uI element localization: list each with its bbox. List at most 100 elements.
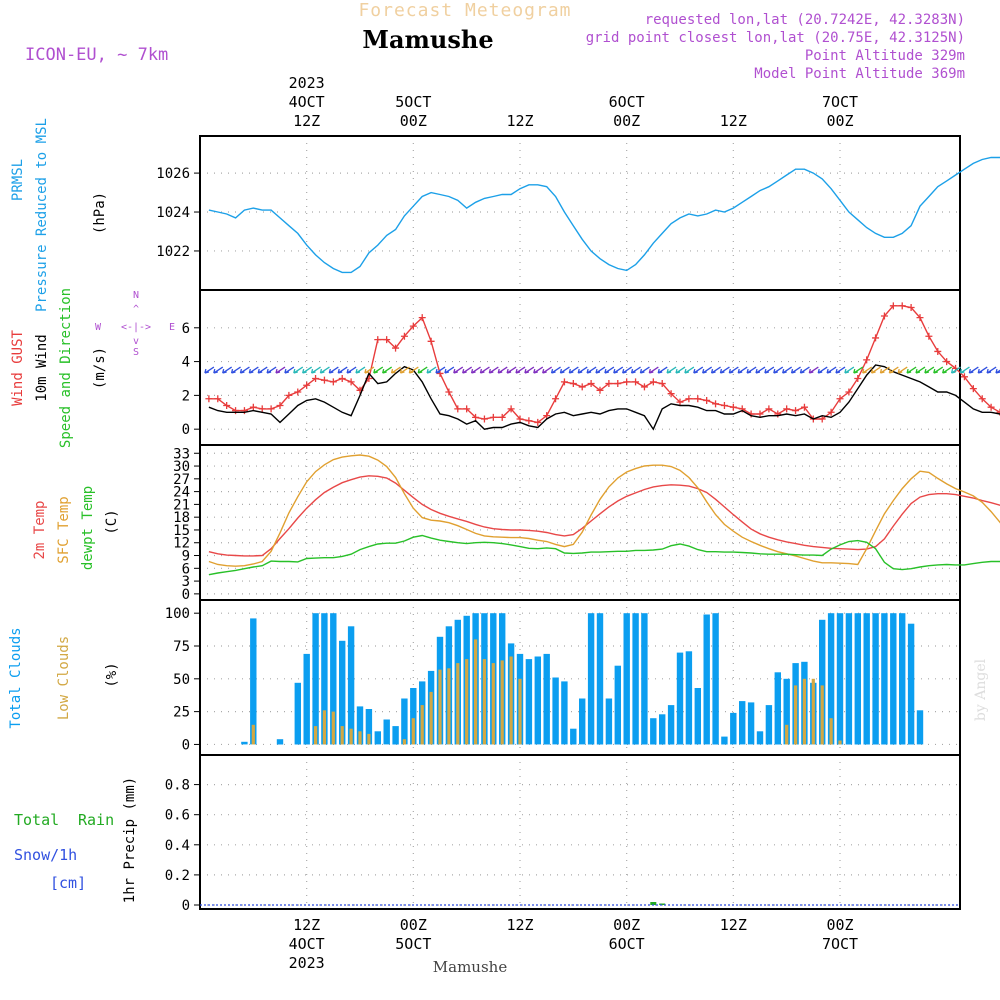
- bar: [827, 613, 835, 745]
- gust-marker: [232, 407, 240, 415]
- y-tick-label: 1024: [156, 205, 190, 221]
- gust-marker: [818, 415, 826, 423]
- bar: [632, 613, 639, 745]
- bar: [641, 613, 648, 745]
- bar: [756, 731, 764, 745]
- bar: [561, 681, 568, 745]
- bar: [721, 736, 728, 745]
- wind-arrow: [488, 366, 499, 374]
- total-cloud-label: Total Clouds: [8, 627, 24, 728]
- wind-arrow: [755, 366, 766, 374]
- gust-marker: [303, 381, 311, 389]
- bar: [659, 714, 666, 745]
- bar: [765, 705, 773, 745]
- precip-labels: Total Rain Snow/1h [cm] 1hr Precip (mm): [14, 777, 138, 903]
- wind-arrow: [293, 366, 304, 374]
- svg-text:v: v: [133, 336, 139, 347]
- gust-marker: [587, 380, 595, 388]
- bar: [596, 613, 604, 745]
- time-label: 00Z: [400, 112, 427, 130]
- series-line: [208, 534, 1000, 576]
- bar: [402, 739, 406, 745]
- low-cloud-label: Low Clouds: [56, 636, 72, 720]
- wind-arrow: [337, 366, 348, 374]
- bar: [703, 614, 710, 745]
- pressure-msl-label: Pressure Reduced to MSL: [34, 118, 50, 312]
- wind-arrow: [408, 366, 419, 374]
- wind-unit: (m/s): [92, 347, 108, 389]
- wind-arrow: [693, 366, 704, 374]
- time-label: 2023: [289, 74, 325, 92]
- wind-arrow: [524, 366, 535, 374]
- gust-marker: [463, 405, 471, 413]
- gust-marker: [667, 390, 675, 398]
- gust-marker: [720, 402, 728, 410]
- wind-arrow: [773, 366, 784, 374]
- gust-marker: [827, 408, 835, 416]
- wind-arrow: [470, 366, 481, 374]
- y-tick-label: 3: [182, 574, 190, 590]
- wind-arrow: [675, 366, 686, 374]
- wind-arrow: [506, 366, 517, 374]
- bar: [747, 702, 755, 745]
- bar: [890, 613, 897, 745]
- wind-arrow: [737, 366, 748, 374]
- gust-marker: [249, 403, 257, 411]
- gust-marker: [418, 314, 426, 322]
- time-label: 00Z: [826, 112, 853, 130]
- time-label: 12Z: [293, 916, 320, 934]
- y-tick-label: 6: [182, 561, 190, 577]
- bar: [349, 728, 353, 745]
- series-line: [208, 454, 1000, 567]
- bar: [456, 663, 460, 745]
- gust-marker: [480, 415, 488, 423]
- gust-marker: [276, 402, 284, 410]
- wind-arrow: [648, 366, 659, 374]
- bar: [420, 705, 424, 745]
- wind-arrow: [862, 366, 873, 374]
- gust-marker: [498, 413, 506, 421]
- wind-arrow: [897, 366, 908, 374]
- bar: [374, 731, 381, 745]
- bar: [438, 669, 442, 745]
- bar: [863, 613, 870, 745]
- gust-marker: [916, 314, 924, 322]
- gust-marker: [640, 383, 648, 391]
- bar: [383, 719, 390, 745]
- bar: [331, 711, 335, 745]
- bar: [321, 613, 328, 745]
- panel-pressure: 1022 1024 1026: [156, 135, 1000, 291]
- wind-arrow: [577, 366, 588, 374]
- snow-label: Snow/1h: [14, 846, 77, 864]
- gust-label: Wind GUST: [10, 330, 26, 406]
- gust-marker: [312, 374, 320, 382]
- gust-marker: [978, 395, 986, 403]
- wind-arrow: [710, 366, 721, 374]
- temp-unit: (C): [104, 509, 120, 534]
- wind-arrow: [319, 366, 330, 374]
- bar: [482, 659, 486, 745]
- time-label: 5OCT: [395, 935, 431, 953]
- wind-labels: Wind GUST 10m Wind Speed and Direction (…: [10, 288, 175, 448]
- bar: [783, 678, 790, 745]
- wind-arrow: [790, 366, 801, 374]
- wind-arrow: [959, 366, 970, 374]
- time-label: 4OCT: [289, 935, 325, 953]
- wind-arrow: [888, 366, 899, 374]
- svg-text:<-|->: <-|->: [121, 322, 151, 333]
- model-label: ICON-EU, ~ 7km: [25, 45, 168, 65]
- gust-marker: [623, 378, 631, 386]
- gust-marker: [560, 378, 568, 386]
- gust-marker: [632, 378, 640, 386]
- gust-marker: [756, 410, 764, 418]
- gust-marker: [534, 418, 542, 426]
- wind-arrow: [915, 366, 926, 374]
- gust-marker: [836, 395, 844, 403]
- time-label: 00Z: [826, 916, 853, 934]
- wind-arrow: [222, 366, 233, 374]
- gust-marker: [943, 358, 951, 366]
- bar: [829, 718, 833, 745]
- wind-arrow: [497, 366, 508, 374]
- time-label: 12Z: [506, 112, 533, 130]
- wind-arrow: [844, 366, 855, 374]
